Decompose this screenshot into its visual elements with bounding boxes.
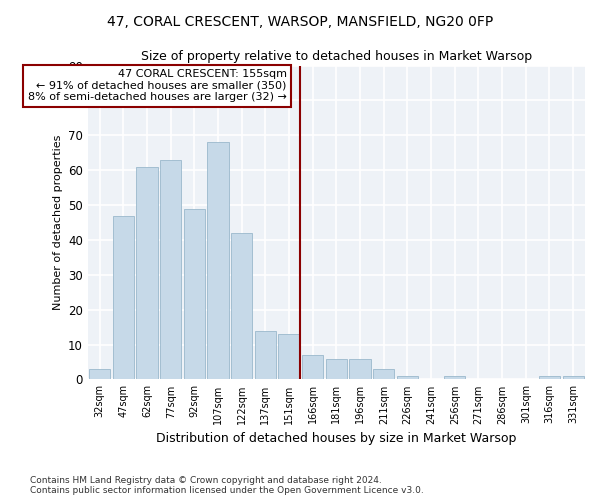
Bar xyxy=(563,376,584,380)
Title: Size of property relative to detached houses in Market Warsop: Size of property relative to detached ho… xyxy=(141,50,532,63)
Y-axis label: Number of detached properties: Number of detached properties xyxy=(53,135,62,310)
Bar xyxy=(113,216,134,380)
Bar xyxy=(539,376,560,380)
Bar xyxy=(160,160,181,380)
Bar xyxy=(444,376,466,380)
Bar xyxy=(397,376,418,380)
Bar xyxy=(278,334,300,380)
Bar xyxy=(255,330,276,380)
Bar xyxy=(89,369,110,380)
Bar xyxy=(208,142,229,380)
Bar xyxy=(184,208,205,380)
Bar xyxy=(302,355,323,380)
Bar xyxy=(136,166,158,380)
Bar xyxy=(326,358,347,380)
X-axis label: Distribution of detached houses by size in Market Warsop: Distribution of detached houses by size … xyxy=(156,432,517,445)
Bar xyxy=(231,233,253,380)
Text: 47 CORAL CRESCENT: 155sqm
← 91% of detached houses are smaller (350)
8% of semi-: 47 CORAL CRESCENT: 155sqm ← 91% of detac… xyxy=(28,69,287,102)
Text: 47, CORAL CRESCENT, WARSOP, MANSFIELD, NG20 0FP: 47, CORAL CRESCENT, WARSOP, MANSFIELD, N… xyxy=(107,15,493,29)
Bar xyxy=(373,369,394,380)
Text: Contains HM Land Registry data © Crown copyright and database right 2024.
Contai: Contains HM Land Registry data © Crown c… xyxy=(30,476,424,495)
Bar xyxy=(349,358,371,380)
